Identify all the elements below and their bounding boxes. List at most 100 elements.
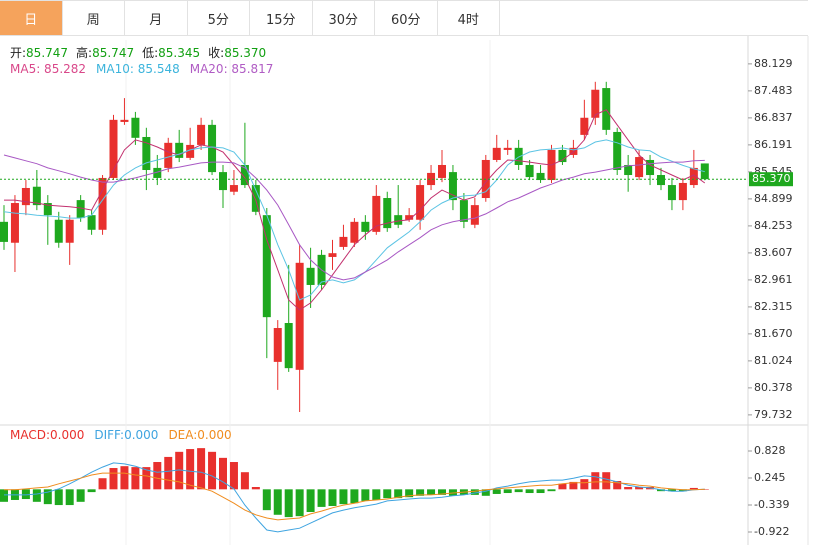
candle-body	[558, 149, 567, 163]
macd-bar	[383, 489, 392, 499]
candle-body	[153, 167, 162, 178]
macd-bar	[514, 489, 523, 493]
macd-bar	[76, 489, 85, 502]
candle-body	[514, 147, 523, 165]
legend-entry: MACD:0.000	[10, 428, 84, 442]
macd-bar	[667, 489, 676, 492]
candle-body	[219, 172, 227, 191]
candle-body	[87, 215, 96, 230]
candle-body	[306, 267, 315, 285]
candle-body	[394, 215, 403, 225]
tab[interactable]: 周	[63, 1, 125, 35]
candle-body	[54, 219, 63, 243]
y-tick-label: -0.339	[754, 498, 789, 511]
y-tick-label: 87.483	[754, 84, 793, 97]
candle-body	[284, 323, 293, 369]
tab[interactable]: 日	[0, 1, 63, 35]
legend-entry: DEA:0.000	[168, 428, 231, 442]
macd-bar	[284, 489, 293, 518]
candle-body	[295, 262, 304, 370]
y-tick-label: 86.837	[754, 111, 793, 124]
macd-bar	[65, 489, 74, 506]
y-tick-label: 83.607	[754, 246, 793, 259]
macd-bar	[536, 489, 545, 494]
macd-bar	[470, 489, 479, 495]
macd-bar	[481, 489, 490, 496]
candle-body	[459, 200, 468, 222]
macd-bar	[43, 489, 52, 505]
tab[interactable]: 4时	[438, 1, 500, 35]
candle-body	[120, 119, 129, 122]
macd-bar	[492, 489, 501, 494]
candle-body	[109, 119, 118, 178]
candle-body	[525, 164, 534, 178]
info-label: 开:	[10, 46, 26, 60]
info-label: 高:	[76, 45, 92, 60]
macd-bar	[0, 489, 8, 502]
y-tick-label: 88.129	[754, 57, 793, 70]
macd-bar	[153, 462, 162, 490]
candle-body	[427, 172, 436, 186]
macd-bar	[547, 489, 556, 492]
candle-body	[405, 215, 414, 220]
macd-bar	[219, 457, 227, 490]
macd-bar	[602, 472, 611, 490]
info-value: 85.370	[224, 46, 266, 60]
candle-body	[32, 186, 41, 206]
macd-bar	[120, 466, 129, 490]
y-tick-label: 0.828	[754, 444, 786, 457]
macd-bar	[394, 489, 403, 499]
tab[interactable]: 15分	[250, 1, 313, 35]
macd-bar	[591, 472, 600, 490]
info-value: 85.747	[92, 46, 134, 60]
candle-body	[273, 328, 282, 362]
macd-bar	[405, 489, 414, 498]
y-tick-label: 82.315	[754, 300, 793, 313]
macd-bar	[525, 489, 534, 494]
candle-body	[229, 185, 238, 192]
tab[interactable]: 5分	[188, 1, 250, 35]
macd-bar	[229, 462, 238, 490]
candle-body	[262, 215, 271, 318]
candle-body	[383, 198, 392, 229]
candle-body	[350, 221, 359, 243]
y-tick-label: 0.245	[754, 471, 786, 484]
info-value: 85.747	[26, 46, 68, 60]
tab[interactable]: 月	[125, 1, 188, 35]
candle-body	[689, 167, 698, 186]
candle-body	[76, 200, 85, 219]
candle-body	[678, 182, 687, 201]
candle-body	[0, 221, 8, 242]
macd-bar	[427, 489, 436, 495]
macd-bar	[580, 479, 589, 490]
ohlc-info: 开:85.747 高:85.747 低:85.345 收:85.370	[10, 45, 266, 60]
tab[interactable]: 30分	[313, 1, 375, 35]
line	[3, 139, 705, 301]
tab-bar: 日周月 5分 15分 30分 60分 4时	[0, 0, 808, 36]
tab[interactable]: 60分	[375, 1, 438, 35]
candle-body	[142, 136, 151, 171]
legend-entry: DIFF:0.000	[94, 428, 158, 442]
info-label: 低:	[142, 46, 158, 60]
macd-bar	[339, 489, 348, 505]
candle-body	[164, 142, 173, 168]
line	[3, 154, 705, 281]
macd-bar	[164, 456, 173, 490]
macd-bar	[689, 487, 698, 490]
macd-bar	[569, 481, 578, 490]
y-tick-label: 82.961	[754, 273, 793, 286]
y-tick-label: 81.670	[754, 327, 793, 340]
candle-body	[624, 164, 633, 176]
y-tick-label: 86.191	[754, 138, 793, 151]
candle-body	[372, 195, 381, 232]
candle-body	[175, 142, 184, 158]
candle-body	[131, 117, 140, 138]
candle-body	[65, 219, 74, 243]
candle-body	[591, 89, 600, 118]
macd-bar	[438, 489, 446, 495]
info-label: 收:	[208, 46, 224, 60]
macd-bar	[208, 451, 217, 490]
candle-body	[635, 157, 644, 178]
